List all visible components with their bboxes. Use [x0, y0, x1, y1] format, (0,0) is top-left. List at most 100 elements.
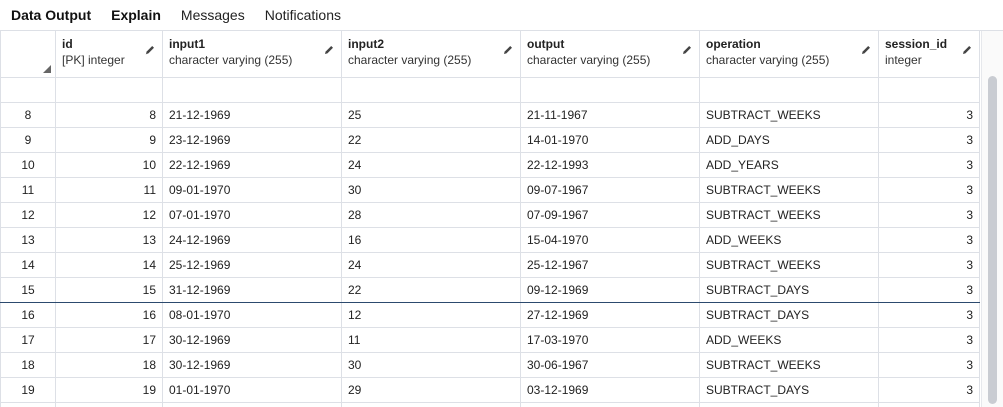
cell-session-id[interactable]: 3 — [878, 376, 980, 403]
table-row[interactable]: 13 13 24-12-1969 16 15-04-1970 ADD_WEEKS 3 — [0, 226, 980, 253]
cell-input1[interactable]: 30-12-1969 — [162, 326, 342, 353]
table-row[interactable]: 11 11 09-01-1970 30 09-07-1967 SUBTRACT_WEEKS… — [0, 176, 980, 203]
cell-input1[interactable]: 30-12-1969 — [162, 351, 342, 378]
cell-output[interactable]: 03-12-1969 — [520, 376, 700, 403]
table-row[interactable]: 15 15 31-12-1969 22 09-12-1969 SUBTRACT_DAYS 3 — [0, 276, 980, 303]
tab-notifications[interactable]: Notifications — [264, 7, 341, 23]
cell-input2[interactable]: 27 — [341, 401, 521, 407]
pencil-icon[interactable] — [961, 44, 973, 56]
cell-input2[interactable]: 12 — [341, 301, 521, 328]
cell-id[interactable]: 17 — [55, 326, 163, 353]
cell-output[interactable]: 09-12-1969 — [520, 276, 700, 303]
cell-id[interactable]: 20 — [55, 401, 163, 407]
row-number-cell[interactable]: 9 — [0, 126, 56, 153]
cell-output[interactable]: 30-06-1967 — [520, 351, 700, 378]
column-header-operation[interactable]: operation character varying (255) — [699, 31, 879, 78]
cell-session-id[interactable]: 3 — [878, 201, 980, 228]
pencil-icon[interactable] — [681, 44, 693, 56]
table-row[interactable]: 16 16 08-01-1970 12 27-12-1969 SUBTRACT_DAYS 3 — [0, 301, 980, 328]
table-row[interactable]: 14 14 25-12-1969 24 25-12-1967 SUBTRACT_WEEKS… — [0, 251, 980, 278]
cell-input2[interactable]: 24 — [341, 251, 521, 278]
cell-input2[interactable]: 22 — [341, 276, 521, 303]
cell-output[interactable]: 07-09-1967 — [520, 201, 700, 228]
cell-output[interactable]: 15-04-1970 — [520, 226, 700, 253]
tab-explain[interactable]: Explain — [111, 7, 161, 23]
cell-id[interactable]: 18 — [55, 351, 163, 378]
column-header-output[interactable]: output character varying (255) — [520, 31, 700, 78]
table-row[interactable]: 17 17 30-12-1969 11 17-03-1970 ADD_WEEKS 3 — [0, 326, 980, 353]
cell-id[interactable]: 19 — [55, 376, 163, 403]
cell-input1[interactable]: 08-01-1970 — [162, 301, 342, 328]
cell-session-id[interactable]: 3 — [878, 351, 980, 378]
cell-session-id[interactable]: 3 — [878, 251, 980, 278]
cell-session-id[interactable]: 3 — [878, 276, 980, 303]
cell-input2[interactable]: 16 — [341, 226, 521, 253]
table-row[interactable]: 10 10 22-12-1969 24 22-12-1993 ADD_YEARS 3 — [0, 151, 980, 178]
cell-operation[interactable]: SUBTRACT_DAYS — [699, 301, 879, 328]
cell-id[interactable]: 12 — [55, 201, 163, 228]
cell-operation[interactable]: SUBTRACT_DAYS — [699, 376, 879, 403]
cell-output[interactable]: 09-07-1967 — [520, 176, 700, 203]
cell-session-id[interactable]: 3 — [878, 226, 980, 253]
cell-operation[interactable]: SUBTRACT_WEEKS — [699, 201, 879, 228]
cell-operation[interactable]: SUBTRACT_WEEKS — [699, 176, 879, 203]
row-number-cell[interactable]: 14 — [0, 251, 56, 278]
pencil-icon[interactable] — [323, 44, 335, 56]
tab-data-output[interactable]: Data Output — [11, 7, 92, 23]
cell-input1[interactable]: 21-12-1969 — [162, 101, 342, 128]
column-header-session-id[interactable]: session_id integer — [878, 31, 980, 78]
cell-session-id[interactable]: 3 — [878, 151, 980, 178]
cell-operation[interactable]: SUBTRACT_DAYS — [699, 276, 879, 303]
cell-id[interactable]: 11 — [55, 176, 163, 203]
row-number-cell[interactable]: 10 — [0, 151, 56, 178]
column-header-input1[interactable]: input1 character varying (255) — [162, 31, 342, 78]
cell-input2[interactable]: 28 — [341, 201, 521, 228]
cell-output[interactable]: 14-01-1970 — [520, 126, 700, 153]
row-number-cell[interactable]: 15 — [0, 276, 56, 303]
cell-input1[interactable]: 04-01-1970 — [162, 401, 342, 407]
row-number-cell[interactable]: 18 — [0, 351, 56, 378]
cell-session-id[interactable]: 3 — [878, 176, 980, 203]
cell-input2[interactable]: 22 — [341, 126, 521, 153]
cell-output[interactable]: 27-12-1969 — [520, 301, 700, 328]
cell-id[interactable]: 14 — [55, 251, 163, 278]
cell-output[interactable]: 22-12-1993 — [520, 151, 700, 178]
row-number-cell[interactable]: 20 — [0, 401, 56, 407]
cell-input2[interactable]: 24 — [341, 151, 521, 178]
cell-input2[interactable]: 25 — [341, 101, 521, 128]
row-number-cell[interactable]: 13 — [0, 226, 56, 253]
scrollbar-thumb[interactable] — [988, 76, 997, 404]
cell-session-id[interactable]: 3 — [878, 126, 980, 153]
cell-input1[interactable]: 23-12-1969 — [162, 126, 342, 153]
cell-operation[interactable]: SUBTRACT_WEEKS — [699, 101, 879, 128]
cell-input2[interactable]: 11 — [341, 326, 521, 353]
table-row[interactable]: 8 8 21-12-1969 25 21-11-1967 SUBTRACT_WEEKS 3 — [0, 101, 980, 128]
cell-input2[interactable]: 30 — [341, 351, 521, 378]
cell-input1[interactable]: 22-12-1969 — [162, 151, 342, 178]
cell-session-id[interactable]: 3 — [878, 326, 980, 353]
cell-output[interactable]: 25-12-1967 — [520, 251, 700, 278]
cell-session-id[interactable]: 3 — [878, 101, 980, 128]
column-header-input2[interactable]: input2 character varying (255) — [341, 31, 521, 78]
row-number-cell[interactable]: 19 — [0, 376, 56, 403]
cell-operation[interactable]: ADD_DAYS — [699, 126, 879, 153]
cell-id[interactable]: 10 — [55, 151, 163, 178]
cell-input2[interactable]: 30 — [341, 176, 521, 203]
cell-output[interactable]: 21-11-1967 — [520, 101, 700, 128]
row-number-cell[interactable]: 12 — [0, 201, 56, 228]
row-number-cell[interactable]: 11 — [0, 176, 56, 203]
select-all-corner[interactable] — [0, 31, 56, 78]
tab-messages[interactable]: Messages — [180, 7, 245, 23]
cell-input1[interactable]: 09-01-1970 — [162, 176, 342, 203]
cell-input2[interactable]: 29 — [341, 376, 521, 403]
cell-operation[interactable]: SUBTRACT_WEEKS — [699, 351, 879, 378]
row-number-cell[interactable]: 8 — [0, 101, 56, 128]
vertical-scrollbar[interactable] — [981, 31, 1003, 407]
cell-operation[interactable]: SUBTRACT_WEEKS — [699, 251, 879, 278]
cell-operation[interactable]: ADD_YEARS — [699, 151, 879, 178]
row-number-cell[interactable]: 16 — [0, 301, 56, 328]
cell-input1[interactable]: 24-12-1969 — [162, 226, 342, 253]
cell-output[interactable]: 17-03-1970 — [520, 326, 700, 353]
row-number-cell[interactable]: 17 — [0, 326, 56, 353]
table-row[interactable]: 19 19 01-01-1970 29 03-12-1969 SUBTRACT_DAYS 3 — [0, 376, 980, 403]
